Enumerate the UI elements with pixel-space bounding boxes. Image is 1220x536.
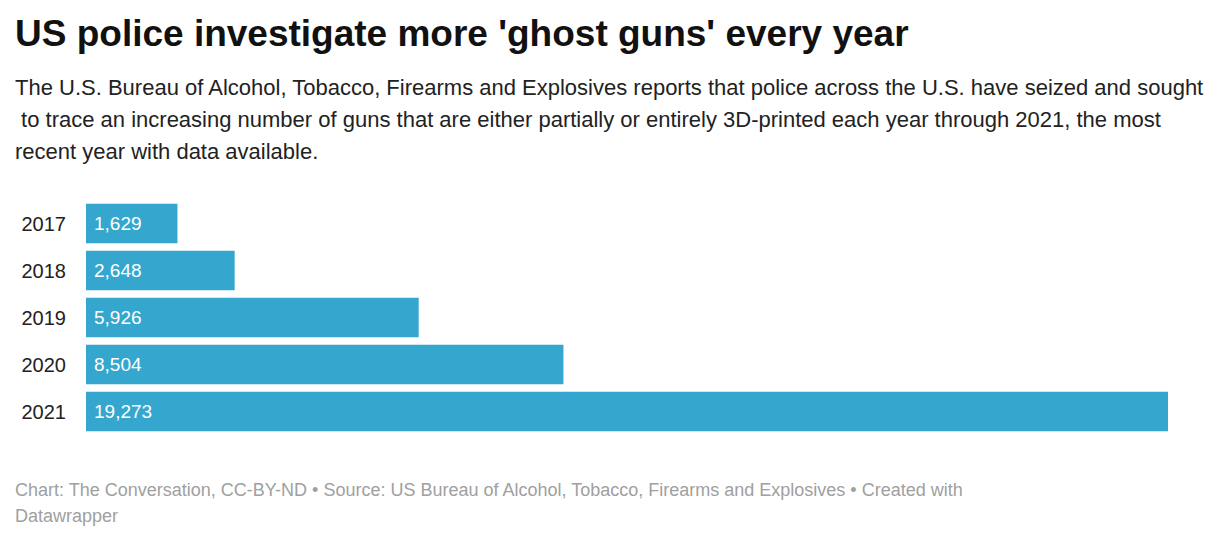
svg-text:2021: 2021 [22, 401, 67, 423]
svg-text:2017: 2017 [22, 213, 67, 235]
svg-text:2020: 2020 [22, 354, 67, 376]
svg-text:to trace an increasing number: to trace an increasing number of guns th… [15, 107, 1167, 132]
svg-text:5,926: 5,926 [94, 307, 142, 328]
svg-text:2019: 2019 [22, 307, 67, 329]
svg-text:2,648: 2,648 [94, 260, 142, 281]
svg-text:8,504: 8,504 [94, 354, 142, 375]
svg-text:19,273: 19,273 [94, 401, 152, 422]
svg-text:US police investigate more 'gh: US police investigate more 'ghost guns' … [15, 13, 909, 54]
svg-text:recent year with data availabl: recent year with data available. [15, 139, 318, 164]
svg-text:Chart: The Conversation, CC-BY: Chart: The Conversation, CC-BY-ND • Sour… [15, 480, 968, 500]
svg-text:Datawrapper: Datawrapper [15, 506, 118, 526]
svg-text:The U.S. Bureau of Alcohol, To: The U.S. Bureau of Alcohol, Tobacco, Fir… [15, 75, 1203, 100]
svg-text:1,629: 1,629 [94, 213, 142, 234]
svg-text:2018: 2018 [22, 260, 67, 282]
